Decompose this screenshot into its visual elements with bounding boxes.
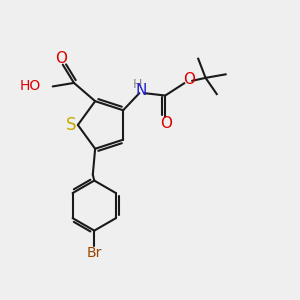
Text: O: O (160, 116, 172, 131)
Text: O: O (183, 72, 195, 87)
Text: Br: Br (87, 246, 102, 260)
Text: H: H (132, 78, 142, 92)
Text: S: S (66, 116, 76, 134)
Text: O: O (55, 51, 67, 66)
Text: N: N (136, 83, 147, 98)
Text: HO: HO (19, 80, 40, 93)
